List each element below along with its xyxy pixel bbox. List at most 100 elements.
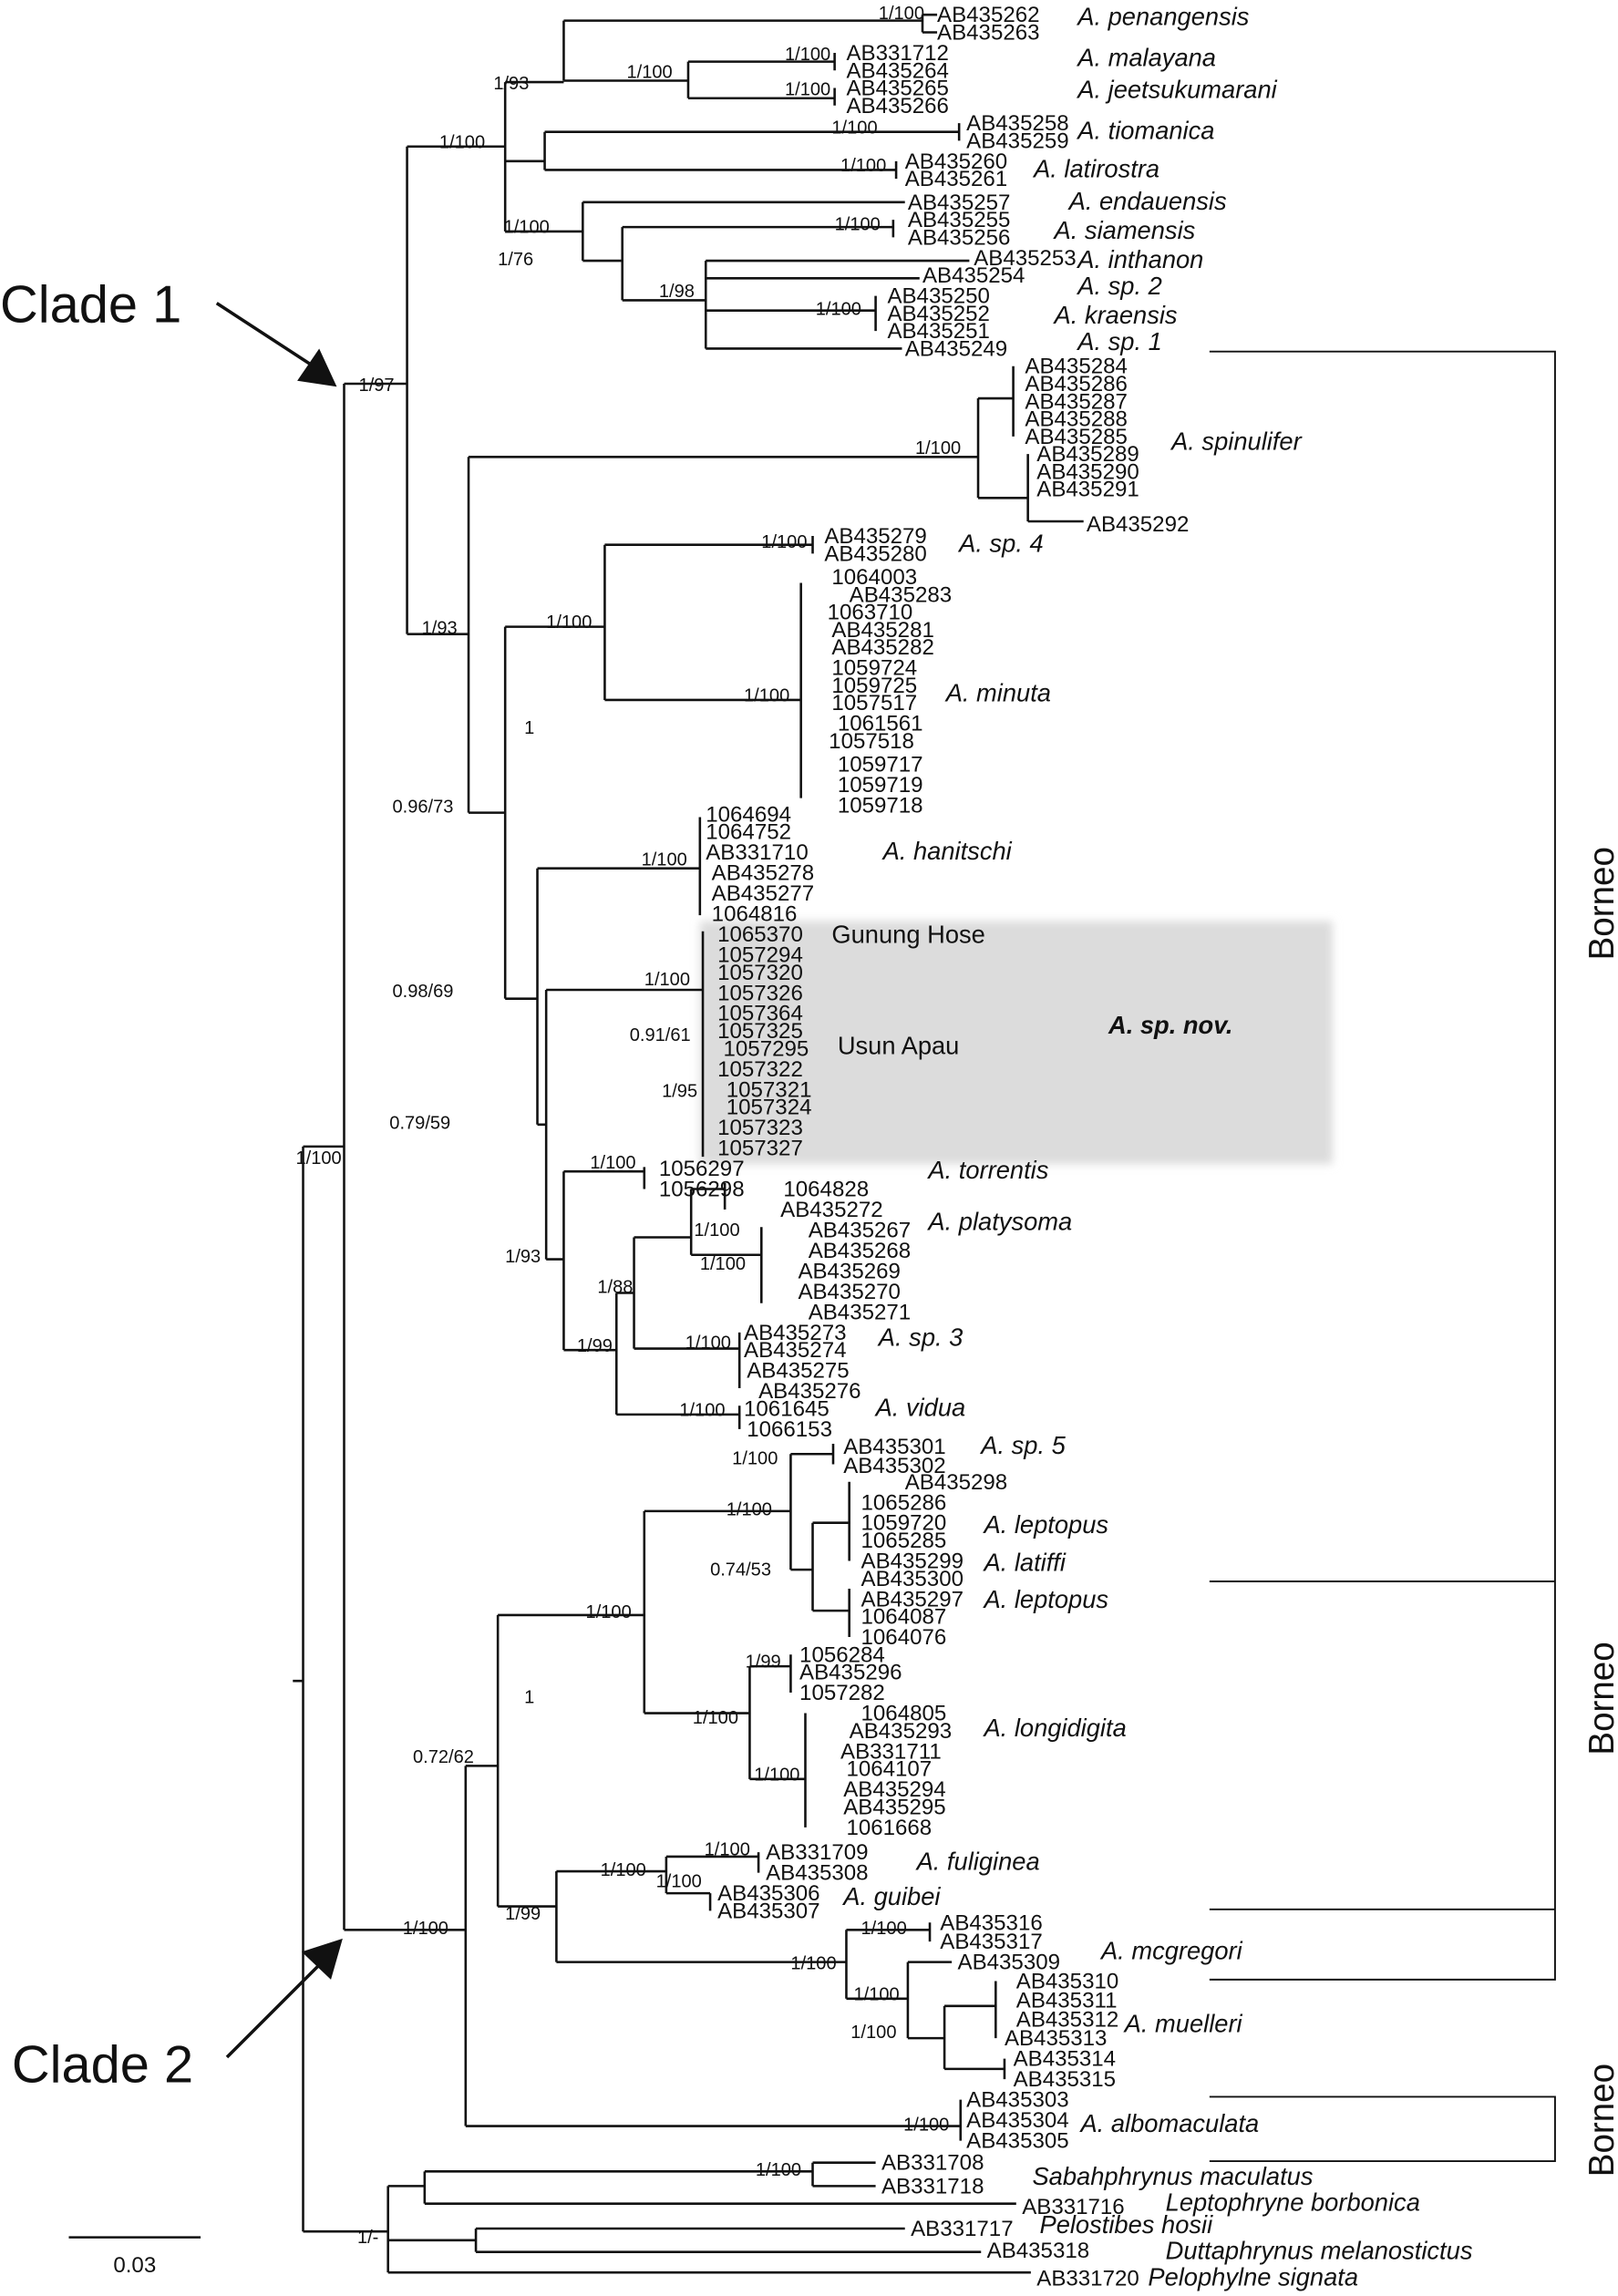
- taxon-name-label: Pelophylne signata: [1148, 2263, 1358, 2291]
- taxon-name-label: Duttaphrynus melanostictus: [1166, 2237, 1473, 2265]
- taxon-name-label: A. longidigita: [982, 1714, 1126, 1742]
- support-value-label: 0.72/62: [413, 1747, 474, 1767]
- region-brackets: [1209, 350, 1556, 2163]
- leaf-accession-label: AB435312: [1016, 2007, 1118, 2032]
- support-value-label: 1/100: [850, 2023, 896, 2043]
- leaf-labels: AB435262AB435263AB331712AB435264AB435265…: [659, 3, 1190, 2291]
- leaf-accession-label: AB435297: [861, 1587, 964, 1611]
- support-value-label: 1: [524, 1687, 534, 1707]
- leaf-accession-label: AB435302: [843, 1454, 945, 1478]
- leaf-accession-label: AB435283: [850, 582, 952, 607]
- leaf-accession-label: 1057517: [831, 691, 917, 716]
- leaf-accession-label: AB435303: [966, 2088, 1068, 2113]
- leaf-accession-label: AB435293: [850, 1719, 952, 1744]
- taxon-name-label: A. hanitschi: [881, 837, 1013, 865]
- support-value-label: 1/97: [359, 376, 395, 396]
- leaf-accession-label: 1057327: [717, 1137, 803, 1161]
- support-value-label: 1/99: [746, 1653, 781, 1673]
- leaf-accession-label: AB435267: [809, 1218, 911, 1242]
- support-value-label: 1/76: [498, 250, 533, 270]
- support-value-label: 1/100: [295, 1148, 341, 1169]
- leaf-accession-label: AB435254: [922, 263, 1025, 288]
- leaf-accession-label: 1057322: [717, 1057, 803, 1082]
- leaf-accession-label: 1059717: [838, 753, 923, 777]
- taxon-name-label: A. leptopus: [982, 1510, 1108, 1539]
- leaf-accession-label: AB435304: [966, 2108, 1068, 2133]
- leaf-accession-label: AB435292: [1087, 512, 1189, 537]
- region-label-borneo: Borneo: [1582, 1642, 1618, 1755]
- leaf-accession-label: AB331717: [911, 2217, 1013, 2241]
- leaf-accession-label: AB435287: [1025, 389, 1127, 414]
- support-value-label: 1/100: [590, 1153, 635, 1173]
- leaf-accession-label: AB435317: [940, 1930, 1042, 1954]
- leaf-accession-label: AB331709: [766, 1840, 868, 1865]
- leaf-accession-label: AB435305: [966, 2129, 1068, 2154]
- region-label-borneo: Borneo: [1582, 2064, 1618, 2177]
- leaf-accession-label: AB435253: [974, 246, 1076, 271]
- leaf-accession-label: 1064816: [712, 902, 798, 927]
- leaf-accession-label: AB435298: [905, 1470, 1007, 1495]
- taxon-name-label: A. sp. 1: [1076, 327, 1162, 355]
- support-value-label: 1/100: [693, 1708, 738, 1728]
- support-value-label: 1/100: [705, 1839, 750, 1859]
- leaf-accession-label: AB435299: [861, 1550, 964, 1574]
- leaf-accession-label: 1057282: [799, 1681, 885, 1705]
- leaf-accession-label: AB435258: [966, 111, 1068, 136]
- support-values: 1/1001/931/1001/1001/1001/1001/1001/1001…: [295, 4, 961, 2248]
- leaf-accession-label: AB435276: [758, 1379, 861, 1404]
- leaf-accession-label: 1057321: [727, 1077, 812, 1102]
- support-value-label: 1/100: [627, 62, 673, 82]
- support-value-label: 1/93: [505, 1247, 541, 1267]
- leaf-accession-label: 1065370: [717, 922, 803, 947]
- arrow-icon: [215, 302, 314, 368]
- leaf-accession-label: AB435249: [905, 336, 1007, 361]
- taxon-name-label: A. sp. 4: [957, 530, 1044, 558]
- leaf-accession-label: AB435311: [1016, 1988, 1118, 2013]
- taxon-name-label: A. inthanon: [1076, 245, 1203, 273]
- leaf-accession-label: AB435290: [1036, 459, 1139, 484]
- leaf-accession-label: AB435261: [905, 167, 1007, 191]
- support-value-label: 1/100: [756, 2160, 801, 2180]
- support-value-label: 0.98/69: [392, 982, 453, 1002]
- leaf-accession-label: 1059724: [831, 656, 917, 681]
- leaf-accession-label: 1065285: [861, 1529, 947, 1553]
- leaf-accession-label: AB435278: [712, 861, 814, 886]
- support-value-label: 1/100: [727, 1500, 772, 1520]
- leaf-accession-label: AB435264: [846, 58, 948, 83]
- arrowhead-icon: [301, 1938, 343, 1980]
- support-value-label: 1/93: [493, 74, 529, 94]
- support-value-label: 1/100: [656, 1872, 702, 1892]
- taxon-name-label: A. penangensis: [1076, 2, 1250, 30]
- leaf-accession-label: AB435275: [747, 1359, 849, 1384]
- support-value-label: 1/100: [840, 156, 886, 176]
- leaf-accession-label: AB435279: [824, 524, 926, 549]
- taxon-name-label: A. fuliginea: [915, 1847, 1040, 1875]
- leaf-accession-label: AB435259: [966, 129, 1068, 153]
- leaf-accession-label: AB435294: [843, 1777, 945, 1802]
- support-value-label: 1/100: [761, 532, 807, 552]
- leaf-accession-label: 1063710: [828, 601, 913, 625]
- support-value-label: 1/100: [403, 1919, 448, 1939]
- leaf-accession-label: AB435268: [809, 1239, 911, 1263]
- taxon-name-label: A. torrentis: [926, 1156, 1048, 1184]
- support-value-label: 1/99: [505, 1904, 541, 1924]
- leaf-accession-label: AB331718: [881, 2174, 984, 2198]
- clade-1-label: Clade 1: [0, 276, 181, 335]
- taxon-name-label: A. jeetsukumarani: [1076, 76, 1277, 104]
- leaf-accession-label: AB331712: [846, 41, 948, 66]
- support-value-label: 1/100: [732, 1448, 778, 1468]
- taxon-name-label: A. leptopus: [982, 1585, 1108, 1613]
- leaf-accession-label: AB435270: [798, 1280, 900, 1304]
- leaf-accession-label: 1057295: [724, 1036, 809, 1061]
- leaf-accession-label: 1057325: [717, 1019, 803, 1044]
- support-value-label: 1/100: [785, 45, 830, 65]
- leaf-accession-label: 1057364: [717, 1002, 803, 1026]
- leaf-accession-label: 1061561: [838, 712, 923, 736]
- arrow-icon: [225, 1961, 324, 2059]
- leaf-accession-label: AB435271: [809, 1300, 911, 1324]
- leaf-accession-label: 1066153: [747, 1417, 832, 1442]
- support-value-label: 1/100: [546, 613, 592, 633]
- leaf-accession-label: 1057320: [717, 961, 803, 985]
- leaf-accession-label: AB435252: [887, 302, 989, 326]
- taxon-name-label: A. minuta: [944, 679, 1051, 707]
